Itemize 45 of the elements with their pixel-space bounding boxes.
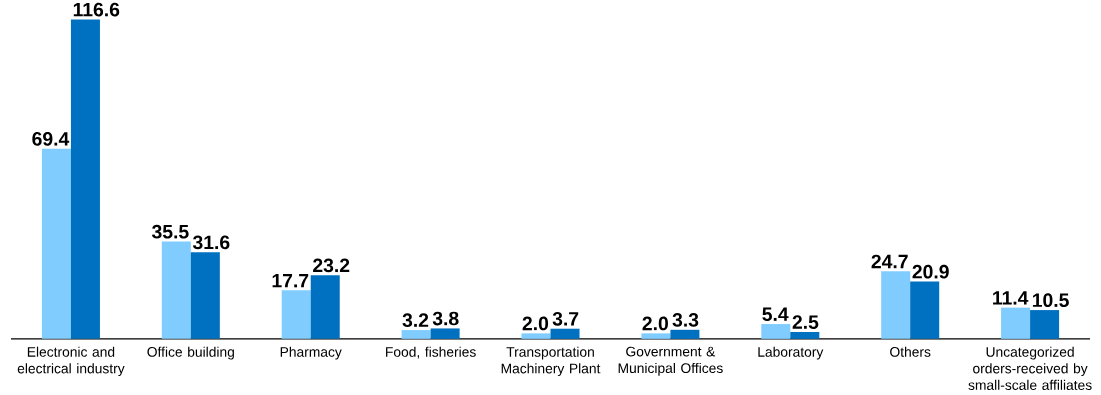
x-tick-label: Transportation Machinery Plant xyxy=(501,346,601,377)
data-label: 69.4 xyxy=(32,132,70,146)
x-tick-label: Food, fisheries xyxy=(386,346,476,359)
data-label: 23.2 xyxy=(313,258,350,273)
data-label: 17.7 xyxy=(272,274,309,288)
x-tick-label: Others xyxy=(890,346,931,358)
bar xyxy=(670,330,700,340)
data-label: 3.2 xyxy=(402,313,429,328)
bar xyxy=(761,324,791,340)
data-label: 11.4 xyxy=(993,291,1029,305)
bar xyxy=(550,328,580,340)
data-label: 24.7 xyxy=(871,254,908,269)
data-label: 116.6 xyxy=(73,2,120,17)
bar xyxy=(790,332,820,340)
bar xyxy=(41,148,71,340)
data-label: 20.9 xyxy=(912,265,949,279)
bar xyxy=(310,275,340,340)
data-label: 3.7 xyxy=(552,312,579,326)
bar xyxy=(1001,307,1031,340)
data-label: 35.5 xyxy=(151,225,189,239)
data-label: 3.8 xyxy=(432,311,459,326)
data-label: 10.5 xyxy=(1032,293,1069,308)
bar xyxy=(190,252,220,340)
bar xyxy=(521,333,551,340)
bar xyxy=(1030,310,1060,340)
x-tick-label: Office building xyxy=(147,346,234,360)
x-tick-label: Pharmacy xyxy=(280,346,342,360)
data-label: 2.0 xyxy=(642,316,668,331)
bar xyxy=(161,241,191,340)
bar xyxy=(281,290,311,340)
x-tick-label: Laboratory xyxy=(758,346,824,360)
x-tick-label: Government & Municipal Offices xyxy=(618,346,723,376)
data-label: 3.3 xyxy=(672,313,699,327)
bar xyxy=(430,328,460,340)
bar xyxy=(641,333,671,340)
data-label: 2.5 xyxy=(792,315,819,330)
x-tick-label: Electronic and electrical industry xyxy=(17,346,125,377)
bar xyxy=(70,19,100,340)
bar xyxy=(881,271,911,340)
data-label: 2.0 xyxy=(522,316,549,331)
x-tick-label: Uncategorized orders-received by small-scale affiliates xyxy=(968,346,1092,391)
bar xyxy=(401,330,431,340)
data-label: 31.6 xyxy=(192,235,230,250)
data-label: 5.4 xyxy=(762,307,789,322)
bar xyxy=(910,281,940,340)
